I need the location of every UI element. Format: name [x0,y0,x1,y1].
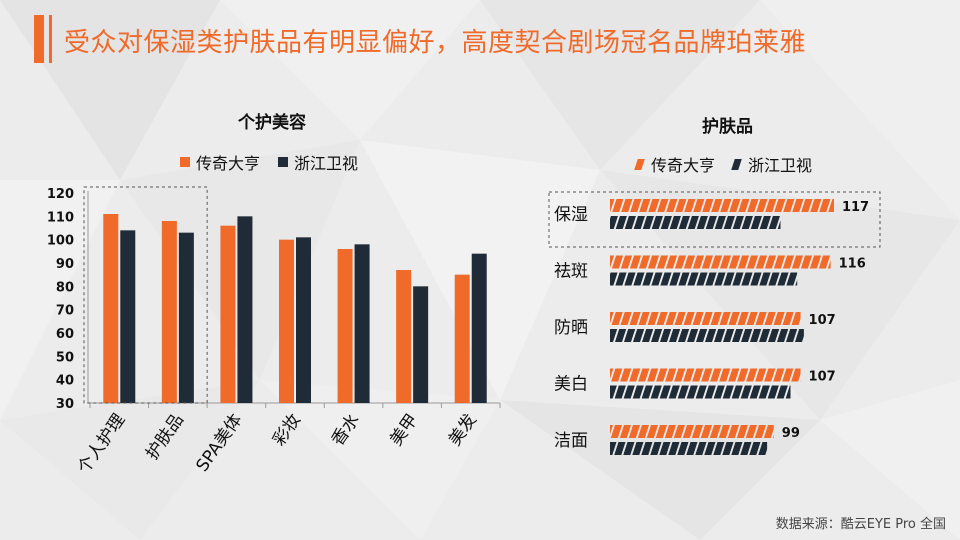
x-tick-label: 美甲 [386,410,422,449]
data-label: 117 [842,200,869,215]
y-tick-label: 90 [56,257,74,272]
bar-浙江卫视-香水 [354,244,370,403]
y-tick-label: 30 [56,397,74,412]
bar-传奇大亨-个人护理 [103,214,119,403]
y-tick-label: 50 [56,350,74,365]
legend-label: 传奇大亨 [651,156,716,175]
data-label: 107 [809,313,836,328]
bar-传奇大亨-美甲 [396,270,412,403]
left-chart-legend: 传奇大亨 浙江卫视 [180,150,376,174]
title-accent-bar-thin [49,15,52,63]
bar-传奇大亨-SPA美体 [220,225,236,403]
bar-浙江卫视-美发 [471,253,487,403]
highlight-box [548,191,881,248]
bar-浙江卫视-洁面 [610,442,768,455]
bar-传奇大亨-美白 [610,368,801,382]
bar-传奇大亨-防晒 [610,312,801,325]
bar-浙江卫视-防晒 [610,329,804,342]
title-accent-bar [34,15,44,63]
legend-label: 传奇大亨 [196,154,261,173]
bar-传奇大亨-洁面 [610,425,774,438]
x-tick-label: 护肤品 [142,410,188,463]
legend-swatch-dark [731,158,742,170]
y-tick-label: 40 [56,374,74,389]
bar-浙江卫视-保湿 [610,216,781,229]
legend-swatch-orange [634,158,645,170]
right-chart-legend: 传奇大亨 浙江卫视 [634,152,830,176]
data-source: 数据来源：酷云EYE Pro 全国 [775,517,946,532]
bar-浙江卫视-护肤品 [178,232,194,403]
right-chart-title: 护肤品 [702,117,753,137]
bar-传奇大亨-香水 [337,249,353,403]
data-label: 99 [782,426,800,441]
left-chart-title: 个护美容 [238,113,306,133]
legend-item-series-2: 浙江卫视 [731,152,813,176]
bar-传奇大亨-护肤品 [161,221,177,403]
page-title: 受众对保湿类护肤品有明显偏好，高度契合剧场冠名品牌珀莱雅 [64,28,807,58]
bar-浙江卫视-个人护理 [120,230,136,403]
legend-label: 浙江卫视 [748,156,813,175]
right-bar-chart: 保湿 117 祛斑 116 防晒 107 美白 107 洁面 99 [548,191,881,455]
x-tick-label: SPA美体 [193,410,247,475]
legend-swatch-dark [278,157,289,167]
category-label: 祛斑 [554,262,588,282]
y-tick-label: 120 [47,187,74,202]
x-tick-label: 美发 [445,410,481,449]
x-tick-label: 香水 [328,410,364,449]
bar-传奇大亨-彩妆 [279,239,294,403]
bar-浙江卫视-美白 [610,385,791,399]
left-bar-chart: 30405060708090100110120个人护理 护肤品 SPA美体 彩妆 香水美… [47,186,501,478]
data-label: 116 [839,257,866,272]
category-label: 防晒 [554,318,588,338]
y-tick-label: 80 [56,280,74,295]
category-label: 美白 [554,375,588,395]
y-tick-label: 100 [47,234,74,249]
legend-swatch-orange [180,157,190,167]
x-tick-label: 彩妆 [269,410,305,449]
category-label: 洁面 [554,431,588,451]
legend-item-series-1: 传奇大亨 [180,150,260,174]
bar-传奇大亨-美发 [454,274,470,403]
bar-浙江卫视-美甲 [413,286,429,403]
legend-item-series-1: 传奇大亨 [634,152,716,176]
y-tick-label: 110 [47,210,74,225]
bar-传奇大亨-保湿 [610,199,834,212]
legend-item-series-2: 浙江卫视 [278,150,358,174]
y-tick-label: 70 [56,304,74,319]
category-label: 保湿 [554,205,588,225]
bar-传奇大亨-祛斑 [610,255,831,269]
bar-浙江卫视-SPA美体 [237,216,253,403]
data-label: 107 [809,370,836,385]
y-tick-label: 60 [56,327,74,342]
bar-浙江卫视-祛斑 [610,272,798,286]
x-tick-label: 个人护理 [74,410,129,477]
legend-label: 浙江卫视 [294,154,359,173]
bar-浙江卫视-彩妆 [296,237,311,403]
highlight-box [83,186,208,404]
